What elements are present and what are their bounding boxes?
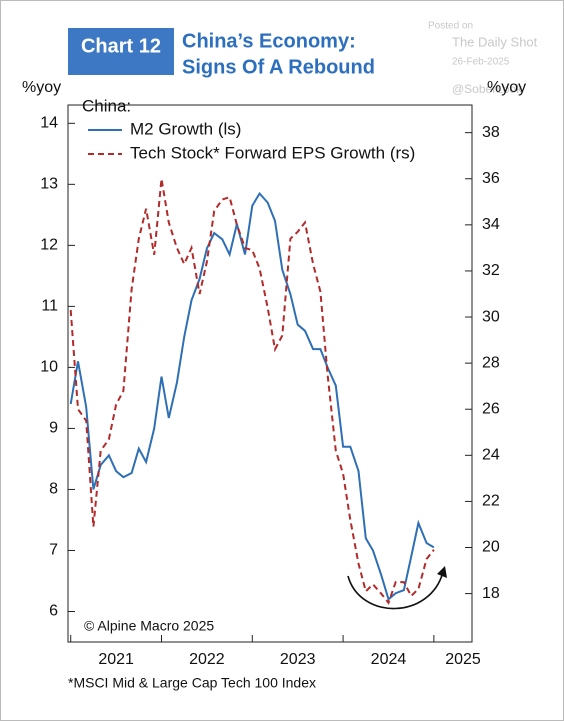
watermark: 26-Feb-2025 [452, 57, 510, 68]
series-line [69, 191, 435, 602]
chart-title: China’s Economy: [182, 30, 356, 52]
y2-tick-label: 28 [482, 354, 500, 371]
y2-tick-label: 34 [482, 216, 500, 233]
x-tick-label: 2024 [371, 651, 407, 668]
legend-label: M2 Growth (ls) [130, 119, 241, 138]
y2-tick-label: 20 [482, 539, 500, 556]
y-tick-label: 6 [49, 603, 58, 620]
y-tick-label: 8 [49, 481, 58, 498]
y-tick-label: 9 [49, 420, 58, 437]
x-tick-label: 2025 [445, 651, 481, 668]
y2-tick-label: 22 [482, 493, 500, 510]
chart-label-box [68, 28, 174, 75]
y2-tick-label: 24 [482, 447, 500, 464]
x-tick-label: 2023 [280, 651, 316, 668]
x-tick-label: 2021 [98, 651, 134, 668]
watermark: Posted on [428, 21, 473, 32]
rebound-arrow [347, 571, 444, 610]
y-tick-label: 7 [49, 542, 58, 559]
x-tick-label: 2022 [189, 651, 225, 668]
legend-label: Tech Stock* Forward EPS Growth (rs) [130, 143, 415, 162]
rebound-arrowhead [437, 566, 447, 578]
y2-tick-label: 18 [482, 585, 500, 602]
y-tick-label: 14 [40, 115, 58, 132]
y2-tick-label: 38 [482, 124, 500, 141]
y2-axis-label: %yoy [487, 79, 526, 96]
y-tick-label: 13 [40, 176, 58, 193]
footnote: *MSCI Mid & Large Cap Tech 100 Index [68, 675, 316, 691]
y2-tick-label: 32 [482, 262, 500, 279]
y2-tick-label: 26 [482, 400, 500, 417]
y2-tick-label: 36 [482, 170, 500, 187]
source: © Alpine Macro 2025 [84, 618, 214, 634]
y-tick-label: 10 [40, 359, 58, 376]
y-axis-label: %yoy [22, 79, 61, 96]
chart-label: Chart 12 [81, 35, 161, 57]
legend-title: China: [82, 96, 131, 115]
chart-subtitle: Signs Of A Rebound [182, 56, 375, 78]
plot-frame [67, 104, 473, 643]
y2-tick-label: 30 [482, 308, 500, 325]
watermark: @SoberLook [452, 82, 523, 96]
y-tick-label: 11 [41, 298, 58, 315]
y-tick-label: 12 [40, 237, 58, 254]
watermark: The Daily Shot [452, 34, 538, 49]
series-line [69, 178, 435, 605]
